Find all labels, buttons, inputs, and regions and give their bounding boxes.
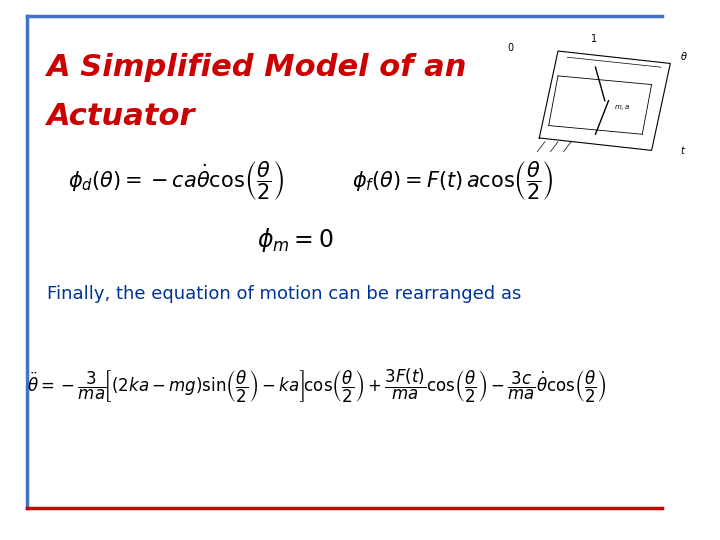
Text: $m,a$: $m,a$ bbox=[614, 103, 631, 112]
Text: A Simplified Model of an: A Simplified Model of an bbox=[48, 53, 468, 82]
Text: $\phi_f(\theta) = F(t)\,a\cos\!\left(\dfrac{\theta}{2}\right)$: $\phi_f(\theta) = F(t)\,a\cos\!\left(\df… bbox=[351, 159, 553, 202]
Text: Actuator: Actuator bbox=[48, 102, 196, 131]
Text: $\phi_m = 0$: $\phi_m = 0$ bbox=[257, 226, 333, 254]
Text: $t$: $t$ bbox=[680, 144, 686, 156]
Text: Finally, the equation of motion can be rearranged as: Finally, the equation of motion can be r… bbox=[48, 285, 522, 303]
Text: $1$: $1$ bbox=[590, 32, 597, 44]
Text: $\ddot{\theta} = -\dfrac{3}{ma}\!\left[(2ka-mg)\sin\!\left(\dfrac{\theta}{2}\rig: $\ddot{\theta} = -\dfrac{3}{ma}\!\left[(… bbox=[27, 367, 607, 405]
Text: $\theta$: $\theta$ bbox=[680, 50, 688, 62]
Text: $\phi_d(\theta) = -ca\dot{\theta}\cos\!\left(\dfrac{\theta}{2}\right)$: $\phi_d(\theta) = -ca\dot{\theta}\cos\!\… bbox=[68, 159, 284, 202]
Text: $0$: $0$ bbox=[508, 41, 515, 53]
